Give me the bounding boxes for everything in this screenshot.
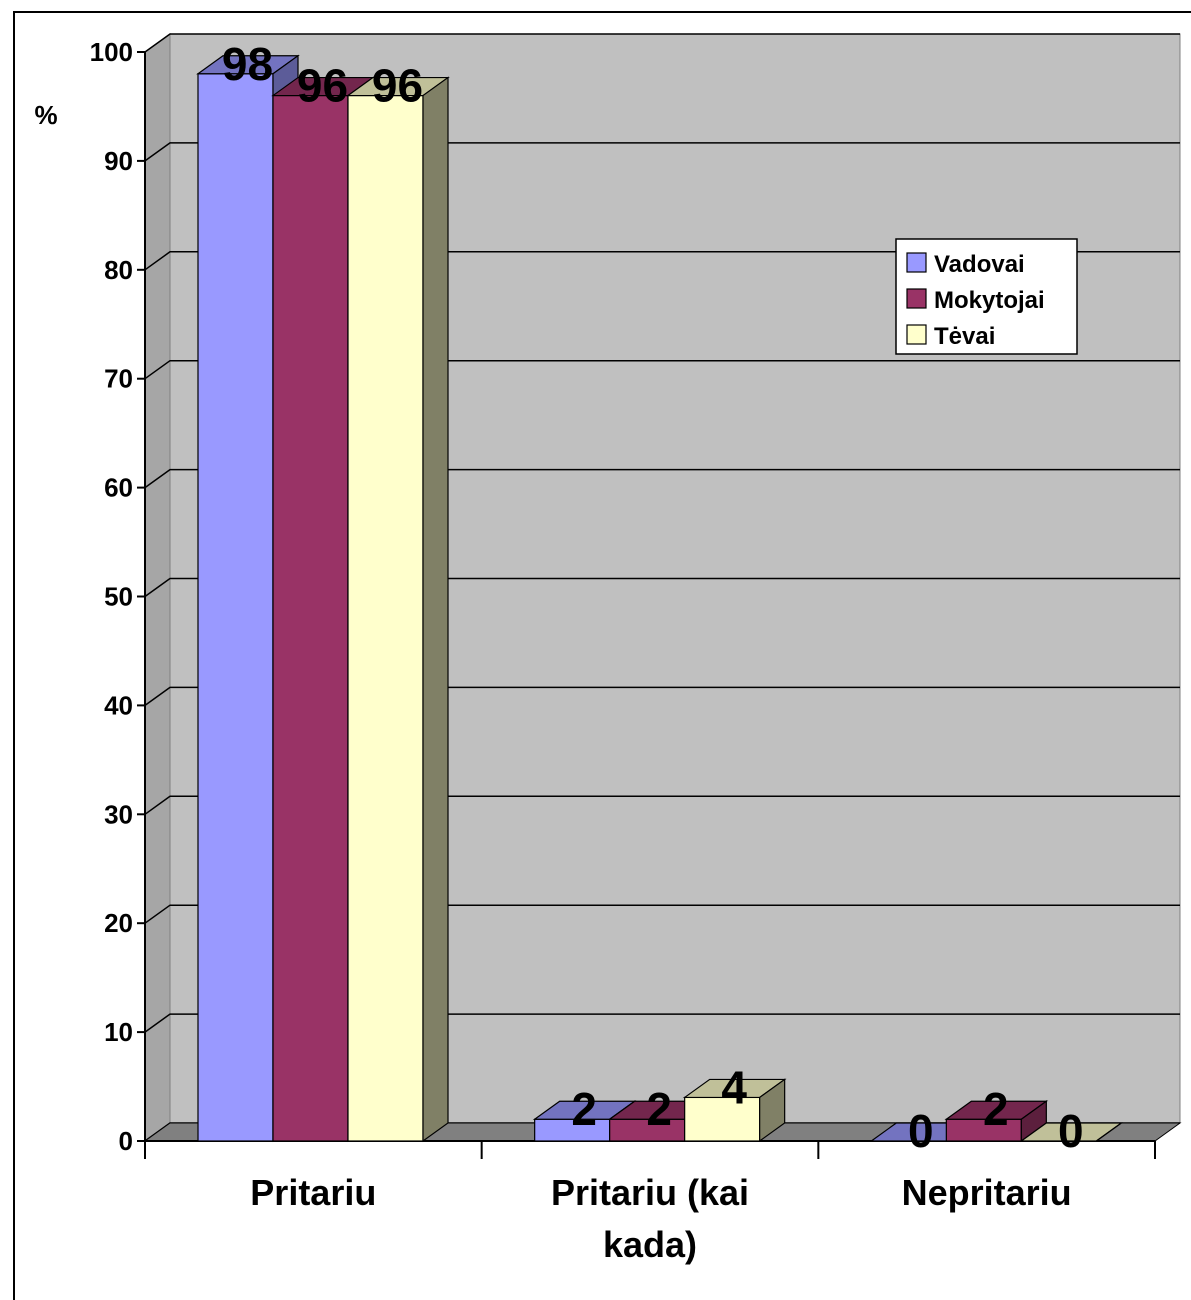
- y-tick-label: 90: [104, 146, 133, 176]
- gridline: [144, 359, 1180, 380]
- gridlines: [144, 33, 1180, 1142]
- gridline: [144, 251, 1180, 271]
- gridline: [144, 1013, 1180, 1033]
- gridline: [144, 904, 1180, 924]
- y-tick-label: 0: [119, 1126, 133, 1156]
- data-label: 4: [721, 1061, 747, 1113]
- legend: Vadovai Mokytojai Tėvai: [895, 238, 1078, 355]
- data-label: 2: [646, 1083, 672, 1135]
- y-axis-unit-label: %: [34, 100, 57, 130]
- y-tick-label: 10: [104, 1017, 133, 1047]
- y-tick-label: 80: [104, 255, 133, 285]
- legend-swatch: [906, 252, 927, 273]
- y-tick-label: 20: [104, 908, 133, 938]
- bar-side: [422, 76, 449, 1143]
- data-label: 96: [372, 60, 423, 112]
- legend-swatch: [906, 288, 927, 309]
- category-labels: Pritariu Pritariu (kai kada) Nepritariu: [250, 1172, 1071, 1265]
- data-labels: 98 96 962 2 40 2 0: [222, 38, 1084, 1157]
- gridline: [144, 468, 1180, 489]
- bar-front: [272, 94, 349, 1142]
- y-tick-label: 40: [104, 690, 133, 720]
- gridline: [144, 142, 1180, 162]
- y-tick-label: 60: [104, 473, 133, 503]
- data-label: 96: [297, 60, 348, 112]
- gridline: [144, 33, 1180, 53]
- bar-front: [347, 94, 424, 1142]
- bar-side: [1095, 1122, 1122, 1142]
- category-label: Pritariu (kai: [551, 1172, 749, 1213]
- legend-swatch: [906, 324, 927, 345]
- gridline: [144, 686, 1180, 707]
- legend-entry: Mokytojai: [934, 287, 1045, 314]
- data-label: 0: [908, 1105, 934, 1157]
- y-tick-label: 70: [104, 364, 133, 394]
- category-label: Nepritariu: [902, 1172, 1072, 1213]
- bar-front: [197, 73, 274, 1142]
- gridline: [144, 577, 1180, 598]
- bar-side: [759, 1078, 786, 1143]
- category-label: Pritariu: [250, 1172, 376, 1213]
- legend-entry: Vadovai: [934, 251, 1025, 278]
- data-label: 98: [222, 38, 273, 90]
- bars: [196, 54, 1124, 1143]
- y-tick-label: 100: [90, 37, 133, 67]
- data-label: 2: [571, 1083, 597, 1135]
- category-label: kada): [603, 1224, 697, 1265]
- y-tick-label: 30: [104, 799, 133, 829]
- gridline: [144, 795, 1180, 815]
- bar: [1019, 1122, 1124, 1142]
- data-label: 2: [983, 1083, 1009, 1135]
- bar: [346, 76, 450, 1143]
- bar: [944, 1100, 1049, 1143]
- legend-entry: Tėvai: [934, 323, 995, 350]
- data-label: 0: [1058, 1105, 1084, 1157]
- y-tick-label: 50: [104, 582, 133, 612]
- bar: [682, 1078, 787, 1143]
